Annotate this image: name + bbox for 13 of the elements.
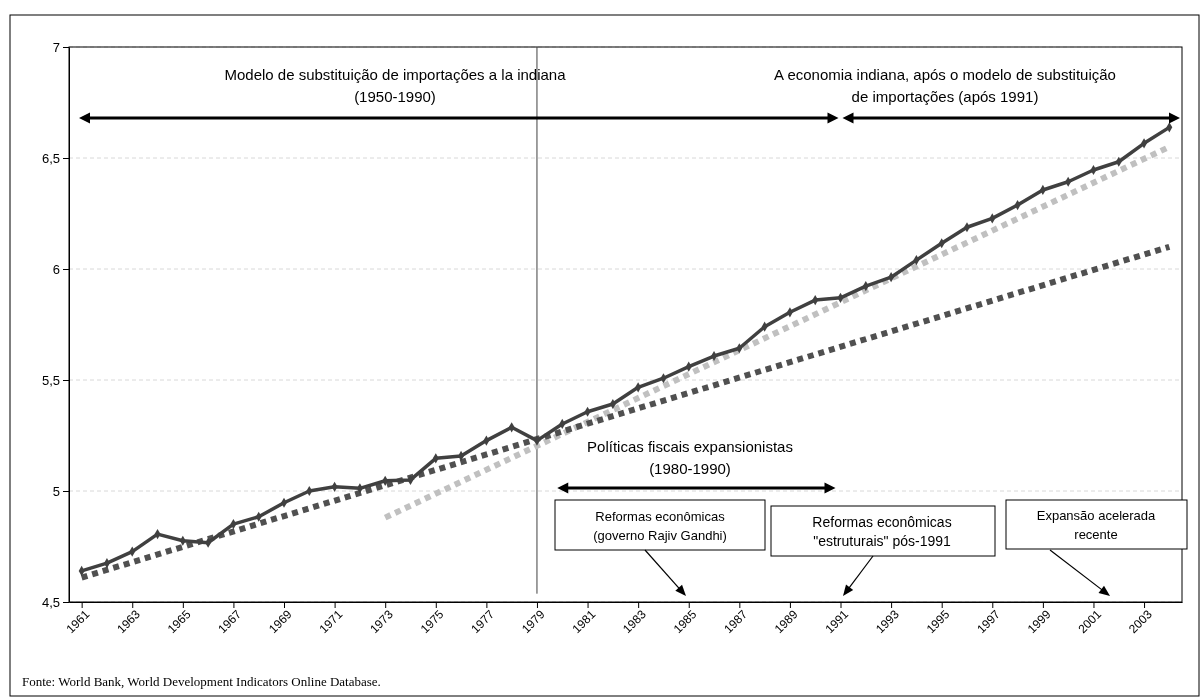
annotation: Reformas econômicas "estruturais" pós-1991 [812, 514, 952, 549]
y-tick-label: 6 [52, 261, 60, 277]
y-tick-label: 4,5 [41, 594, 60, 610]
annotation: A economia indiana, após o modelo de substituição de importações (após 1991) [774, 66, 1116, 105]
annotation: Modelo de substituição de importações a la indiana (1950-1990) [224, 66, 567, 105]
y-tick-label: 5 [52, 483, 60, 499]
annotation: Políticas fiscais expansionistas (1980-1990) [587, 438, 793, 477]
source-note: Fonte: World Bank, World Development Indicators Online Database. [22, 674, 381, 689]
y-tick-label: 7 [52, 39, 60, 55]
annotation: Expansão acelerada recente [1036, 508, 1157, 542]
y-tick-label: 5,5 [41, 372, 60, 388]
annotation: Reformas econômicas (governo Rajiv Gandhi) [593, 509, 727, 543]
y-tick-label: 6,5 [41, 150, 60, 166]
